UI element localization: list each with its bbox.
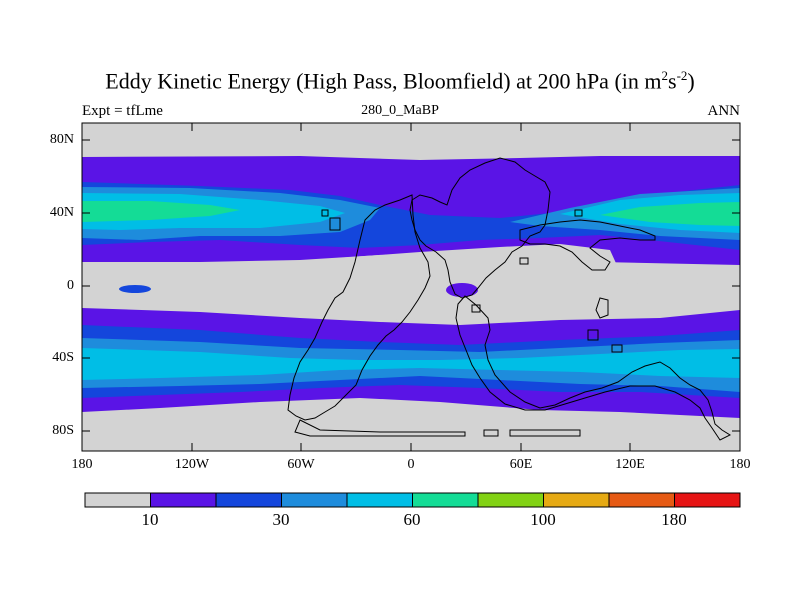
sh-band-40	[82, 348, 740, 380]
lon-label: 60E	[509, 457, 533, 472]
lat-label: 80S	[52, 423, 74, 438]
colorbar-swatch	[346, 492, 413, 508]
colorbar	[84, 492, 741, 508]
eq-gray	[278, 244, 700, 320]
colorbar-swatch	[543, 492, 610, 508]
colorbar-swatch	[674, 492, 741, 508]
colorbar-label: 30	[272, 510, 290, 529]
title-unit: s	[668, 68, 677, 94]
lon-label: 0	[407, 457, 415, 472]
title-text: Eddy Kinetic Energy (High Pass, Bloomfie…	[105, 68, 662, 94]
colorbar-swatch	[477, 492, 544, 508]
eq-blob-west	[119, 285, 151, 293]
colorbar-label: 10	[141, 510, 159, 529]
colorbar-label: 60	[403, 510, 421, 529]
chart-subtitle: 280_0_MaBP	[361, 103, 439, 118]
colorbar-swatch	[215, 492, 282, 508]
eq-blob	[446, 283, 478, 297]
continent-outlines	[287, 157, 732, 441]
colorbar-swatch	[84, 492, 151, 508]
lon-label: 180	[71, 457, 93, 472]
season-label: ANN	[707, 103, 741, 119]
title-power-2: -2	[676, 68, 688, 83]
lat-label: 80N	[49, 132, 74, 147]
nh-band-50-east	[600, 202, 740, 226]
lat-label: 0	[67, 278, 74, 293]
colorbar-swatch	[412, 492, 479, 508]
lat-label: 40S	[52, 350, 74, 365]
axis-ticks	[82, 123, 740, 451]
lon-label: 120E	[615, 457, 645, 472]
nh-band-50	[82, 201, 240, 222]
lon-label: 180	[729, 457, 751, 472]
colorbar-swatch	[608, 492, 675, 508]
experiment-label: Expt = tfLme	[82, 103, 163, 119]
title-power: 2	[661, 68, 669, 83]
colorbar-label: 180	[661, 510, 687, 529]
colorbar-label: 100	[530, 510, 556, 529]
lon-label: 60W	[287, 457, 315, 472]
chart-title: Eddy Kinetic Energy (High Pass, Bloomfie…	[0, 68, 800, 94]
title-end: )	[687, 68, 695, 94]
colorbar-swatch	[281, 492, 348, 508]
lon-label: 120W	[174, 457, 210, 472]
map-plot	[81, 122, 741, 452]
lat-label: 40N	[49, 205, 74, 220]
colorbar-swatch	[150, 492, 217, 508]
